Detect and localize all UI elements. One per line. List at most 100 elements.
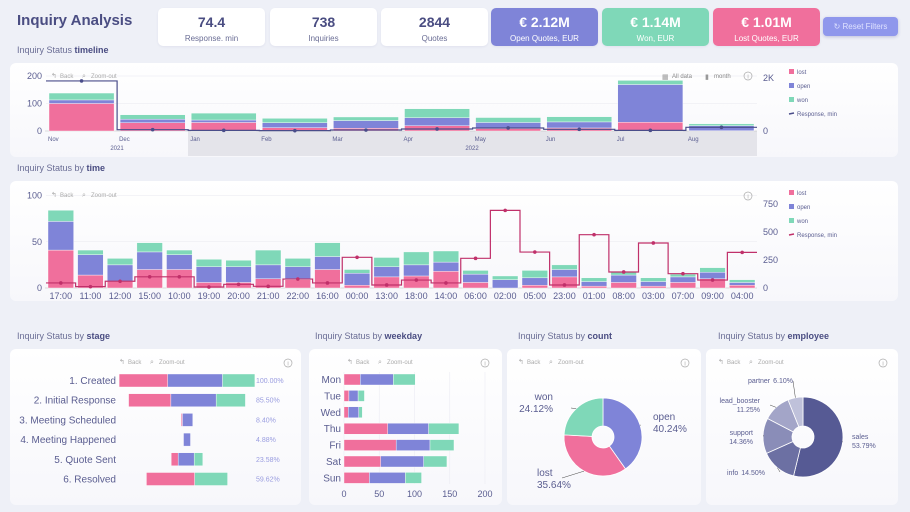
kpi-won[interactable]: € 1.14M Won, EUR [602, 8, 709, 46]
bar-lost-Thu[interactable] [343, 423, 388, 435]
response-point-13:00[interactable] [384, 283, 389, 287]
bar-won-Sat[interactable] [423, 455, 448, 468]
bar-won-Apr[interactable] [404, 108, 470, 118]
bar-won-16:00[interactable] [314, 242, 341, 257]
bar-won-Tue[interactable] [357, 390, 365, 402]
info-icon[interactable] [878, 358, 888, 368]
bar-won-22:00[interactable] [284, 258, 311, 267]
zoom-out-button[interactable]: Zoom-out [387, 360, 413, 366]
bar-won-Fri[interactable] [429, 439, 455, 451]
bar-open-12:00[interactable] [107, 264, 134, 282]
legend-item-open[interactable]: open [797, 205, 810, 211]
info-icon[interactable] [680, 358, 690, 368]
zoom-out-button[interactable]: Zoom-out [558, 360, 584, 366]
bar-lost-Nov[interactable] [48, 103, 115, 132]
back-button[interactable]: Back [727, 360, 741, 366]
bar-won-stage[interactable] [222, 373, 256, 388]
bar-lost-00:00[interactable] [344, 285, 371, 289]
bar-open-Tue[interactable] [348, 390, 359, 402]
bar-open-10:00[interactable] [166, 254, 193, 270]
response-point-06:00[interactable] [473, 256, 478, 261]
bar-open-18:00[interactable] [403, 264, 430, 277]
response-point-Feb[interactable] [293, 128, 297, 133]
back-button[interactable]: Back [60, 193, 74, 199]
bar-open-Jun[interactable] [546, 121, 613, 129]
month-dropdown[interactable]: month [714, 74, 731, 80]
legend-item-lost[interactable]: lost [797, 70, 807, 76]
response-point-Aug[interactable] [719, 125, 724, 130]
bar-open-20:00[interactable] [225, 266, 252, 283]
bar-open-06:00[interactable] [462, 273, 489, 283]
response-point-07:00[interactable] [681, 271, 685, 276]
bar-lost-Wed[interactable] [343, 406, 349, 418]
bar-lost-Tue[interactable] [343, 390, 350, 402]
bar-open-13:00[interactable] [373, 266, 400, 278]
pie-slice-lost[interactable] [563, 434, 627, 477]
pie-slice-open[interactable] [602, 397, 643, 470]
bar-open-Nov[interactable] [48, 99, 115, 104]
bar-open-stage[interactable] [182, 413, 193, 427]
bar-open-Apr[interactable] [404, 117, 470, 126]
response-point-Jul[interactable] [648, 128, 653, 133]
kpi-quotes[interactable]: 2844 Quotes [381, 8, 488, 46]
bar-open-11:00[interactable] [77, 254, 104, 276]
response-point-11:00[interactable] [88, 284, 93, 289]
legend-item-open[interactable]: open [797, 84, 810, 90]
response-point-23:00[interactable] [562, 283, 567, 287]
bar-open-stage[interactable] [177, 452, 195, 466]
bar-open-Fri[interactable] [395, 439, 431, 451]
response-point-09:00[interactable] [710, 278, 715, 282]
response-point-10:00[interactable] [177, 275, 182, 279]
bar-won-10:00[interactable] [166, 249, 193, 255]
bar-open-Feb[interactable] [262, 122, 328, 128]
bar-won-Thu[interactable] [428, 423, 460, 435]
info-icon[interactable] [283, 358, 293, 368]
bar-lost-08:00[interactable] [610, 282, 637, 289]
back-button[interactable]: Back [356, 360, 370, 366]
bar-won-05:00[interactable] [521, 270, 548, 279]
bar-open-00:00[interactable] [344, 273, 371, 286]
legend-item-won[interactable]: won [796, 219, 808, 225]
bar-won-May[interactable] [475, 117, 541, 123]
bar-open-09:00[interactable] [699, 272, 726, 279]
kpi-lost-quotes[interactable]: € 1.01M Lost Quotes, EUR [713, 8, 820, 46]
bar-open-07:00[interactable] [669, 276, 696, 283]
range-selector-window[interactable] [188, 131, 757, 156]
response-point-Dec[interactable] [150, 127, 155, 132]
bar-won-stage[interactable] [193, 452, 204, 466]
info-icon[interactable] [480, 358, 490, 368]
response-point-12:00[interactable] [118, 279, 122, 284]
kpi-open-quotes[interactable]: € 2.12M Open Quotes, EUR [491, 8, 598, 46]
bar-open-Sat[interactable] [380, 455, 424, 468]
response-point-08:00[interactable] [621, 270, 626, 274]
response-point-19:00[interactable] [207, 285, 211, 289]
bar-open-14:00[interactable] [432, 261, 459, 272]
bar-open-01:00[interactable] [581, 281, 608, 287]
response-point-14:00[interactable] [444, 281, 448, 285]
response-point-01:00[interactable] [592, 232, 596, 237]
zoom-out-button[interactable]: Zoom-out [91, 74, 117, 80]
bar-won-Wed[interactable] [358, 406, 363, 418]
zoom-out-button[interactable]: Zoom-out [159, 360, 185, 366]
bar-won-04:00[interactable] [729, 279, 756, 283]
bar-won-Jan[interactable] [190, 112, 257, 121]
bar-won-15:00[interactable] [136, 242, 163, 253]
bar-lost-Sat[interactable] [343, 455, 381, 468]
bar-won-19:00[interactable] [195, 259, 222, 267]
bar-open-04:00[interactable] [729, 282, 756, 286]
bar-won-Aug[interactable] [688, 123, 755, 126]
response-point-20:00[interactable] [236, 282, 241, 287]
bar-won-Sun[interactable] [405, 472, 422, 484]
bar-lost-stage[interactable] [128, 393, 172, 407]
bar-won-06:00[interactable] [462, 270, 489, 275]
bar-won-17:00[interactable] [47, 210, 74, 222]
bar-lost-stage[interactable] [170, 452, 179, 466]
bar-won-00:00[interactable] [344, 269, 371, 274]
bar-won-Jun[interactable] [546, 116, 613, 123]
bar-open-15:00[interactable] [136, 251, 163, 270]
response-point-00:00[interactable] [355, 255, 359, 260]
bar-won-20:00[interactable] [225, 260, 252, 267]
bar-won-02:00[interactable] [492, 275, 519, 280]
bar-won-Mar[interactable] [333, 116, 399, 121]
response-point-Jun[interactable] [577, 127, 582, 132]
